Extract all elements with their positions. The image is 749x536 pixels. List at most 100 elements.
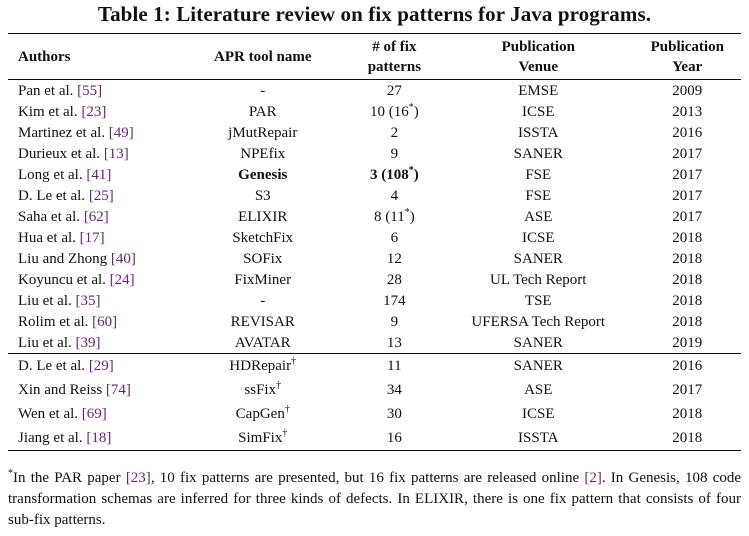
citation-link[interactable]: [40] [110, 250, 136, 267]
cell-patterns: 13 [346, 332, 443, 354]
citation-link[interactable]: [35] [75, 292, 101, 309]
footnote-citation[interactable]: [2] [584, 470, 602, 486]
cell-authors: Wen et al. [69] [8, 402, 180, 426]
footnote-mark: * [8, 468, 13, 479]
tool-name: PAR [248, 103, 277, 120]
cell-authors: Liu et al. [39] [8, 332, 180, 354]
tool-name: REVISAR [230, 313, 295, 330]
cell-tool: SketchFix [180, 227, 346, 248]
author-name: Liu et al. [18, 292, 76, 309]
author-name: D. Le et al. [18, 187, 89, 204]
tool-name: S3 [254, 187, 271, 204]
cell-authors: Jiang et al. [18] [8, 426, 180, 451]
cell-tool: FixMiner [180, 269, 346, 290]
citation-link[interactable]: [25] [88, 187, 114, 204]
header-patterns: # of fix patterns [346, 34, 443, 80]
author-name: Martinez et al. [18, 124, 109, 141]
pattern-count: 28 [386, 271, 402, 288]
tool-name: SOFix [243, 250, 283, 267]
tool-name: jMutRepair [228, 124, 298, 141]
tool-name: FixMiner [234, 271, 292, 288]
citation-link[interactable]: [49] [108, 124, 134, 141]
tool-name: HDRepair [229, 358, 292, 374]
cell-venue: EMSE [518, 82, 559, 99]
citation-link[interactable]: [41] [86, 166, 112, 183]
cell-patterns: 3 (108*) [346, 164, 443, 185]
footnote-text-1: In the PAR paper [13, 470, 126, 486]
author-name: Durieux et al. [18, 145, 104, 162]
cell-tool: SOFix [180, 248, 346, 269]
citation-link[interactable]: [60] [92, 313, 118, 330]
header-year: Publication Year [634, 34, 741, 80]
cell-venue: SANER [513, 334, 563, 351]
header-patterns-line2: patterns [367, 59, 422, 75]
table-header: Authors APR tool name # of fix patterns P… [8, 33, 741, 80]
cell-venue: UFERSA Tech Report [471, 313, 606, 330]
table-body: Pan et al. [55] - 27 EMSE 2009 Kim et al. [23… [8, 80, 741, 451]
cell-authors: Durieux et al. [13] [8, 143, 180, 164]
author-name: Pan et al. [18, 82, 78, 99]
cell-authors: Martinez et al. [49] [8, 122, 180, 143]
pattern-count: 3 (108 [369, 166, 409, 183]
table-row: Liu et al. [39] AVATAR 13 SANER 2019 [8, 332, 741, 354]
pattern-count: 8 (11 [374, 208, 405, 225]
citation-link[interactable]: [55] [77, 82, 103, 99]
author-name: Kim et al. [18, 103, 82, 120]
author-name: Hua et al. [18, 229, 80, 246]
pattern-count: 4 [390, 187, 399, 204]
footnote-citation[interactable]: [23] [125, 470, 151, 486]
citation-link[interactable]: [24] [109, 271, 135, 288]
cell-year: 2017 [672, 187, 703, 204]
cell-year: 2018 [672, 271, 703, 288]
header-row: Authors APR tool name # of fix patterns P… [8, 33, 741, 80]
citation-link[interactable]: [29] [88, 358, 114, 374]
tool-name: - [260, 292, 266, 309]
pattern-count: 34 [386, 382, 402, 398]
cell-year: 2018 [672, 292, 703, 309]
citation-link[interactable]: [69] [81, 406, 107, 422]
cell-year: 2017 [672, 145, 703, 162]
author-name: Xin and Reiss [18, 382, 106, 398]
citation-link[interactable]: [17] [79, 229, 105, 246]
cell-year: 2018 [672, 313, 703, 330]
cell-year: 2017 [672, 166, 703, 183]
cell-venue: FSE [525, 166, 552, 183]
cell-year: 2019 [672, 334, 703, 351]
cell-year: 2018 [672, 229, 703, 246]
cell-tool: PAR [180, 101, 346, 122]
table-row: Liu and Zhong [40] SOFix 12 SANER 2018 [8, 248, 741, 269]
cell-tool: HDRepair† [179, 353, 346, 378]
cell-patterns: 30 [346, 402, 443, 426]
dagger-mark: † [282, 428, 288, 439]
cell-tool: CapGen† [180, 402, 346, 426]
pattern-count: 12 [386, 250, 402, 267]
table-row: Liu et al. [35] - 174 TSE 2018 [8, 290, 741, 311]
table-row: Kim et al. [23] PAR 10 (16*) ICSE 2013 [8, 101, 741, 122]
header-tool: APR tool name [214, 49, 312, 65]
asterisk-mark: * [408, 101, 414, 113]
citation-link[interactable]: [62] [83, 208, 109, 225]
cell-patterns: 9 [346, 143, 443, 164]
cell-authors: Saha et al. [62] [8, 206, 180, 227]
author-name: Wen et al. [18, 406, 82, 422]
citation-link[interactable]: [13] [103, 145, 129, 162]
cell-authors: Rolim et al. [60] [8, 311, 180, 332]
citation-link[interactable]: [23] [81, 103, 107, 120]
cell-venue: ISSTA [518, 124, 559, 141]
cell-venue: ICSE [522, 229, 555, 246]
pattern-count: 9 [390, 145, 399, 162]
cell-authors: Kim et al. [23] [8, 101, 180, 122]
footnote: *In the PAR paper [23], 10 fix patterns … [8, 468, 741, 531]
cell-year: 2017 [672, 208, 703, 225]
table-row: Martinez et al. [49] jMutRepair 2 ISSTA 2016 [8, 122, 741, 143]
pattern-count: 11 [387, 358, 402, 374]
cell-patterns: 12 [346, 248, 443, 269]
citation-link[interactable]: [39] [75, 334, 101, 351]
table-row: Pan et al. [55] - 27 EMSE 2009 [8, 80, 741, 102]
cell-venue: SANER [513, 250, 563, 267]
table-row: Jiang et al. [18] SimFix† 16 ISSTA 2018 [8, 426, 741, 451]
citation-link[interactable]: [74] [105, 382, 131, 398]
cell-year: 2016 [633, 353, 741, 378]
citation-link[interactable]: [18] [86, 430, 112, 446]
cell-venue: FSE [525, 187, 552, 204]
